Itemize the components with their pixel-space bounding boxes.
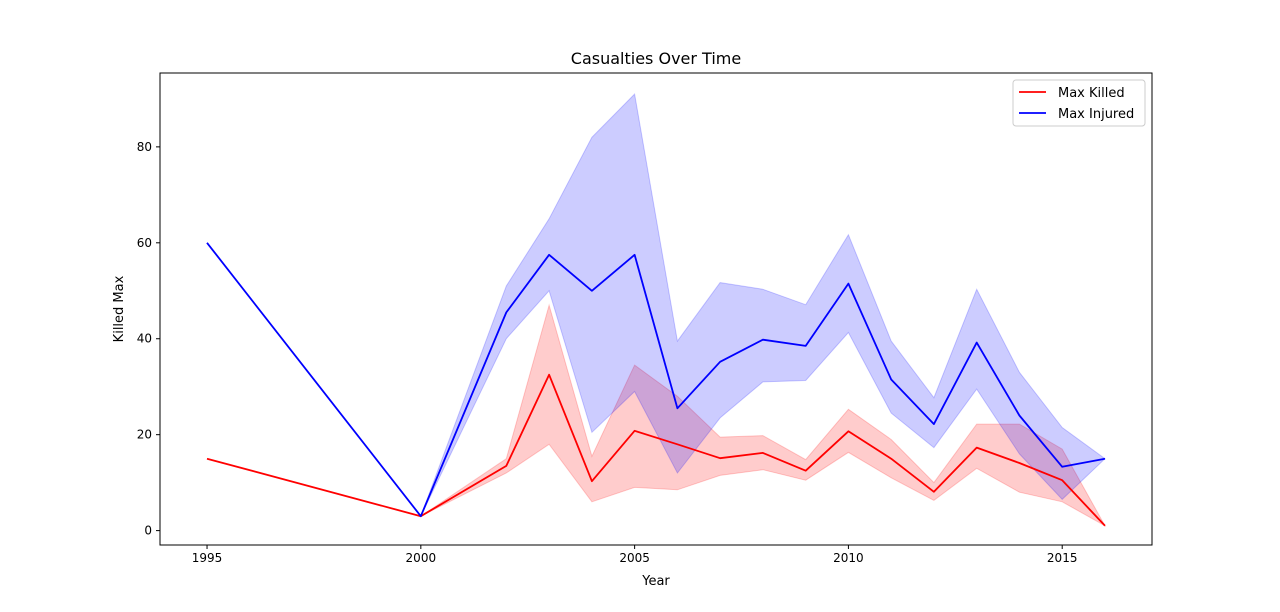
y-tick-label: 40: [137, 332, 152, 346]
y-tick-label: 60: [137, 236, 152, 250]
x-tick-label: 2010: [833, 551, 864, 565]
series-lines: [206, 242, 1106, 527]
x-tick-label: 2000: [406, 551, 437, 565]
confidence-bands: [206, 93, 1107, 528]
x-tick-label: 2005: [619, 551, 650, 565]
x-axis-label: Year: [641, 574, 670, 589]
max-injured-line: [206, 242, 1106, 518]
plot-frame: [159, 72, 1153, 546]
max-killed-line: [206, 373, 1106, 527]
y-tick-label: 20: [137, 428, 152, 442]
max-injured-legend-label: Max Injured: [1058, 107, 1134, 122]
chart-title: Casualties Over Time: [571, 49, 741, 68]
y-tick-label: 0: [144, 524, 152, 538]
max-killed-legend-label: Max Killed: [1058, 86, 1125, 101]
y-tick-label: 80: [137, 140, 152, 154]
legend: Max Killed Max Injured: [1012, 79, 1146, 127]
x-tick-label: 1995: [192, 551, 223, 565]
y-axis: 0 20 40 60 80: [137, 140, 160, 538]
x-tick-label: 2015: [1047, 551, 1078, 565]
y-axis-label: Killed Max: [112, 275, 127, 342]
x-axis: 1995 2000 2005 2010 2015: [192, 545, 1078, 565]
